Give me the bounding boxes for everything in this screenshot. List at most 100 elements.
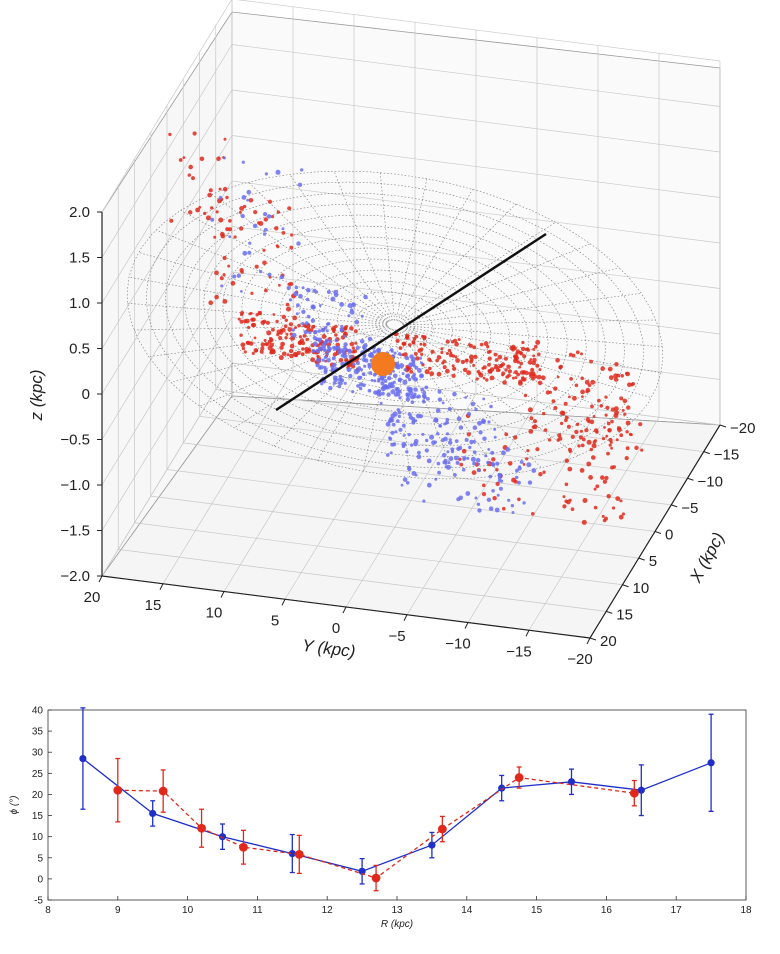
red-star-point [233, 235, 237, 239]
red-star-point [468, 343, 473, 348]
red-star-point [214, 270, 219, 276]
red-star-point [495, 481, 500, 486]
red-star-point [601, 437, 606, 441]
blue-star-point [401, 372, 405, 376]
ticks-3d: 2.01.51.00.50−0.5−1.0−1.5−2.020 15 10 5 0 −5−… [60, 204, 755, 668]
blue-star-point [439, 424, 442, 428]
red-star-point [557, 433, 562, 438]
red-star-point [584, 428, 589, 433]
red-star-point [586, 439, 592, 445]
y-tick-mark [98, 575, 103, 583]
red-star-point [316, 354, 320, 359]
blue-star-point [422, 395, 427, 399]
blue-star-point [411, 420, 416, 425]
blue-star-point [505, 447, 511, 452]
red-star-point [614, 362, 619, 367]
red-star-point [332, 330, 336, 334]
blue-star-point [456, 497, 461, 502]
red-star-point [538, 368, 542, 372]
blue-star-point [477, 420, 482, 426]
x-axis-label: X (kpc) [686, 529, 729, 586]
red-star-point [178, 158, 183, 162]
red-star-point [409, 370, 414, 374]
red-star-point [243, 350, 247, 354]
red-star-point [574, 383, 579, 388]
blue-star-point [490, 450, 495, 455]
red-star-point [542, 411, 546, 416]
red-star-point [445, 339, 450, 344]
wireframe-spoke [248, 181, 391, 321]
blue-series-point [79, 754, 87, 763]
blue-star-point [367, 336, 373, 342]
blue-star-point [218, 195, 223, 200]
red-star-point [250, 317, 255, 322]
blue-star-point [435, 408, 441, 413]
blue-star-point [477, 468, 481, 473]
red-star-point [253, 348, 259, 353]
x-tick-label: 5 [649, 553, 657, 570]
red-star-point [525, 457, 529, 461]
red-star-point [532, 347, 536, 351]
blue-series-point [149, 809, 157, 818]
left-grid-line [101, 0, 232, 213]
blue-star-point [461, 467, 466, 472]
blue-star-point [426, 458, 432, 464]
back-grid-line [231, 362, 721, 426]
red-star-point [343, 332, 347, 336]
z-tick-label: 1.0 [69, 295, 90, 312]
red-star-point [222, 255, 227, 261]
red-star-point [475, 377, 479, 381]
blue-star-point [394, 364, 400, 369]
blue-star-point [317, 329, 322, 333]
red-star-point [454, 355, 458, 359]
red-star-point [294, 326, 297, 330]
red-star-point [579, 429, 584, 433]
blue-star-point [326, 322, 331, 326]
red-star-point [495, 468, 499, 472]
blue-star-point [474, 496, 478, 500]
blue-star-point [418, 356, 422, 360]
blue-star-point [383, 378, 388, 383]
red-star-point [481, 492, 487, 497]
red-star-point [169, 218, 174, 223]
red-star-point [275, 319, 279, 324]
blue-star-point [411, 471, 417, 476]
red-star-point [610, 446, 613, 450]
wireframe-spoke [402, 293, 642, 325]
red-star-point [292, 315, 298, 321]
blue-star-point [354, 319, 360, 325]
wireframe-spoke [400, 328, 579, 456]
red-star-point [535, 447, 540, 452]
blue-star-point [301, 286, 305, 290]
y-tick-label-2d: 5 [37, 853, 43, 864]
red-star-point [520, 346, 526, 352]
blue-star-point [322, 346, 326, 351]
red-star-point [264, 342, 268, 346]
red-star-point [283, 324, 288, 329]
blue-star-point [281, 227, 285, 231]
blue-star-point [405, 397, 411, 402]
z-tick-label: −1.0 [60, 477, 90, 494]
red-star-point [402, 352, 408, 357]
blue-star-point [397, 377, 403, 383]
red-star-point [451, 364, 455, 368]
blue-star-point [241, 195, 247, 200]
blue-star-point [333, 377, 338, 383]
red-star-point [199, 156, 205, 162]
blue-star-point [448, 438, 452, 442]
red-star-point [262, 248, 266, 252]
blue-star-point [294, 285, 299, 290]
y-tick-mark [525, 630, 530, 637]
blue-star-point [367, 362, 372, 367]
y-tick-label: −5 [388, 628, 405, 645]
blue-star-point [474, 407, 478, 412]
red-star-point [513, 435, 518, 440]
blue-star-point [477, 508, 482, 513]
blue-star-point [356, 361, 360, 365]
red-star-point [251, 351, 255, 355]
blue-star-point [319, 365, 324, 370]
red-star-point [312, 324, 316, 328]
blue-star-point [434, 477, 438, 481]
red-star-point [188, 164, 193, 170]
red-star-point [285, 302, 290, 307]
